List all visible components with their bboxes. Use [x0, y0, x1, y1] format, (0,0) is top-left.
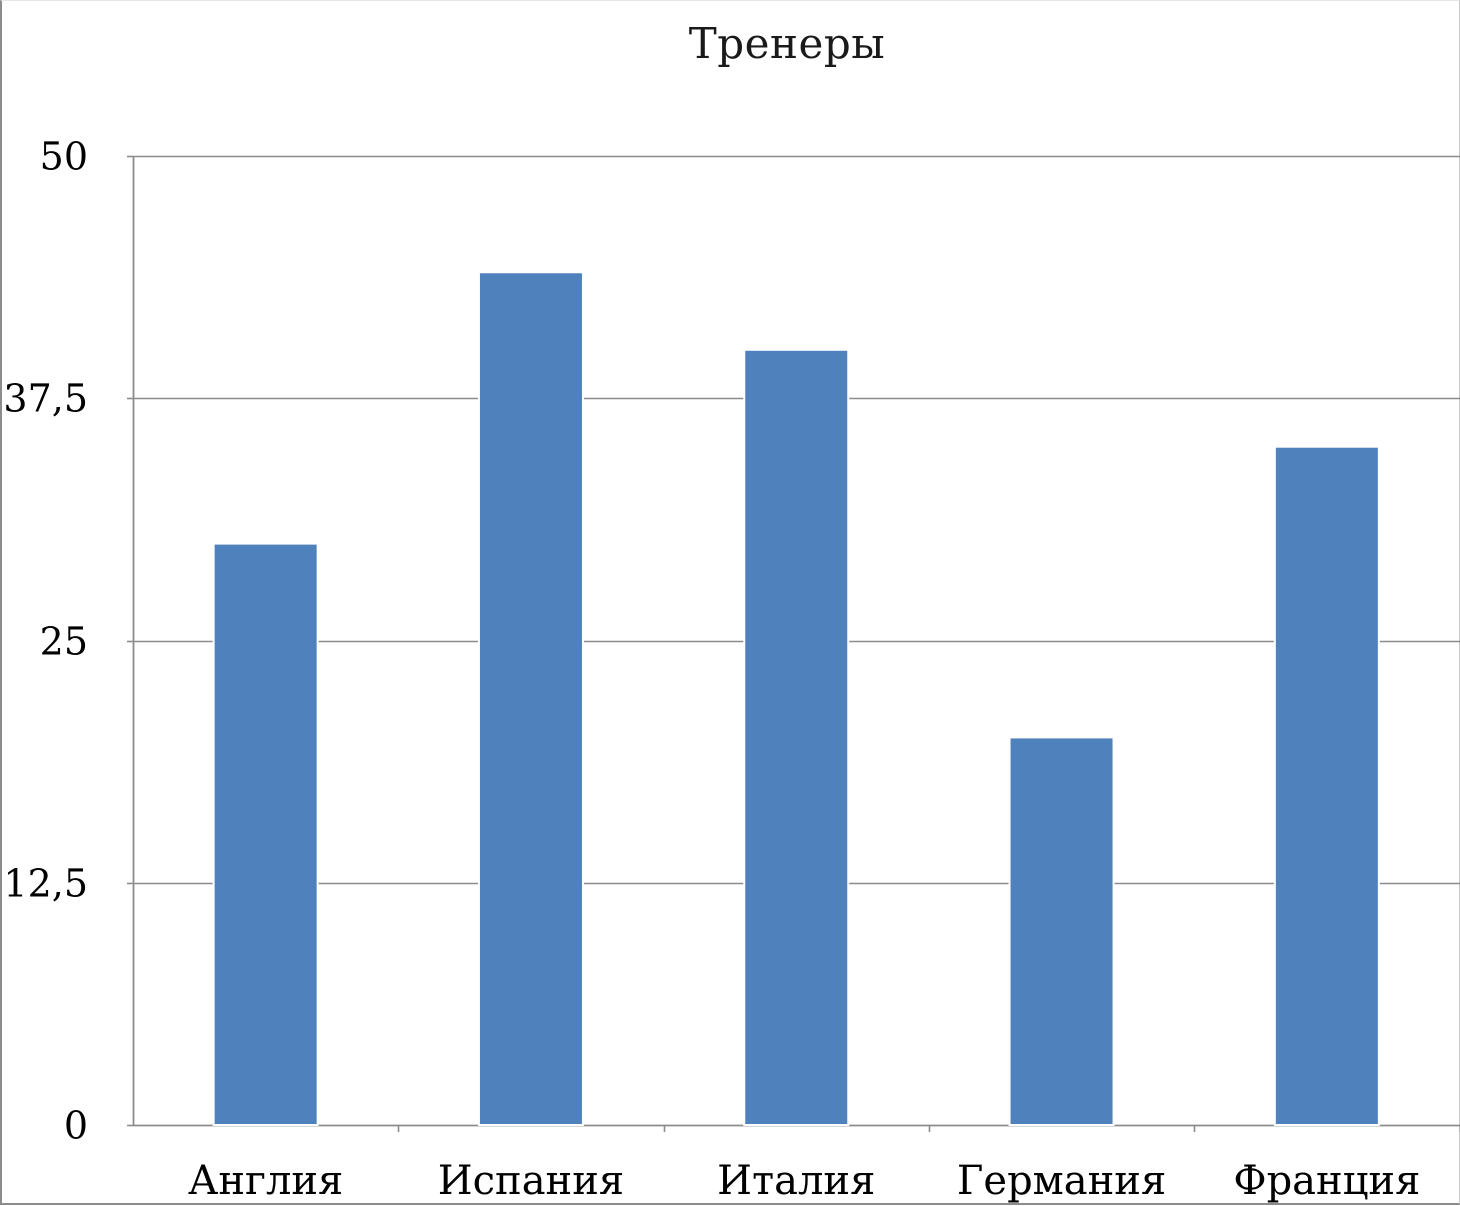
- x-category-label: Франция: [1233, 1158, 1420, 1204]
- y-tick-label: 25: [40, 620, 88, 664]
- y-tick-label: 0: [64, 1104, 88, 1148]
- x-tick-labels: Англия Испания Италия Германия Франция: [188, 1158, 1420, 1204]
- bar: [1008, 736, 1115, 1127]
- y-tick-label: 12,5: [3, 862, 88, 906]
- bar: [743, 348, 850, 1126]
- y-tick-label: 50: [40, 135, 88, 179]
- x-category-label: Испания: [438, 1158, 624, 1204]
- bar: [1273, 445, 1380, 1126]
- x-category-label: Италия: [717, 1158, 875, 1204]
- bar: [212, 542, 319, 1126]
- x-category-label: Англия: [188, 1158, 343, 1204]
- y-tick-label: 37,5: [3, 377, 88, 421]
- y-tick-labels: 0 12,5 25 37,5 50: [3, 135, 88, 1148]
- x-category-label: Германия: [957, 1158, 1166, 1204]
- chart-title: Тренеры: [688, 19, 886, 68]
- bar: [477, 271, 584, 1126]
- bars: [212, 271, 1380, 1127]
